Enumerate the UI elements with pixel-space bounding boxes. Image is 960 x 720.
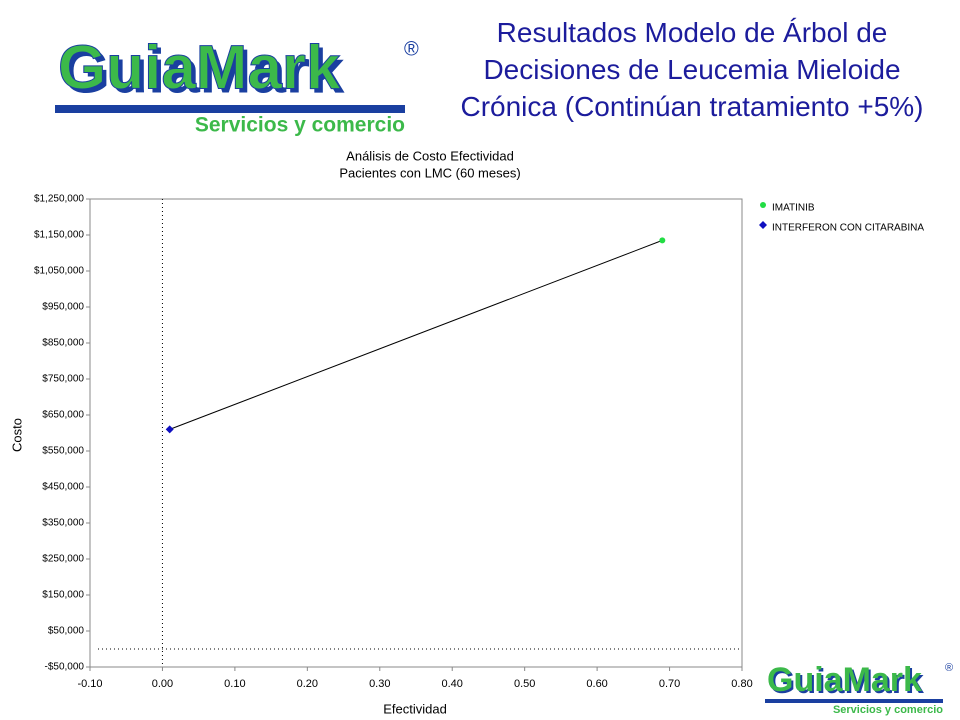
legend-marker: [759, 221, 767, 229]
point: [659, 237, 666, 244]
legend-label: INTERFERON CON CITARABINA: [772, 223, 924, 234]
y-tick-label: -$50,000: [45, 662, 85, 673]
y-tick-label: $1,150,000: [34, 230, 84, 241]
point: [165, 425, 174, 434]
frontier-line: [169, 239, 663, 430]
logo-registered: ®: [404, 38, 419, 60]
x-tick-label: 0.20: [297, 678, 318, 690]
x-tick-label: 0.40: [442, 678, 463, 690]
y-tick-label: $50,000: [48, 626, 85, 637]
y-tick-label: $550,000: [42, 446, 84, 457]
chart-title: Pacientes con LMC (60 meses): [339, 165, 520, 180]
x-tick-label: 0.00: [152, 678, 173, 690]
x-axis-label: Efectividad: [383, 701, 447, 716]
logo-name: GuiaMark: [58, 33, 341, 102]
logo-shadow: GuiaMark: [769, 663, 924, 701]
x-tick-label: 0.70: [659, 678, 680, 690]
slide-title: Resultados Modelo de Árbol de Decisiones…: [460, 17, 924, 122]
y-tick-label: $650,000: [42, 410, 84, 421]
logo-name: GuiaMark: [767, 661, 922, 699]
x-tick-label: 0.10: [224, 678, 245, 690]
y-tick-label: $350,000: [42, 518, 84, 529]
logo-registered: ®: [945, 662, 953, 674]
logo: GuiaMark GuiaMark ® Servicios y comercio: [55, 33, 419, 137]
logo-tagline: Servicios y comercio: [195, 114, 405, 137]
x-tick-label: 0.30: [369, 678, 390, 690]
y-axis-label: Costo: [9, 418, 24, 452]
logo-small: GuiaMark GuiaMark ® Servicios y comercio: [765, 661, 953, 716]
x-tick-label: 0.50: [514, 678, 535, 690]
y-tick-label: $850,000: [42, 338, 84, 349]
plot-frame: [89, 198, 743, 668]
logo-bar: [55, 105, 405, 113]
y-tick-label: $250,000: [42, 554, 84, 565]
y-tick-label: $750,000: [42, 374, 84, 385]
y-tick-label: $950,000: [42, 302, 84, 313]
x-tick-label: -0.10: [77, 678, 102, 690]
y-tick-label: $1,250,000: [34, 194, 84, 205]
legend-label: IMATINIB: [772, 203, 815, 214]
y-tick-label: $1,050,000: [34, 266, 84, 277]
y-tick-label: $150,000: [42, 590, 84, 601]
legend-marker: [760, 202, 766, 208]
logo-shadow: GuiaMark: [62, 37, 345, 106]
x-tick-label: 0.80: [731, 678, 752, 690]
x-tick-label: 0.60: [586, 678, 607, 690]
logo-tagline: Servicios y comercio: [833, 704, 943, 716]
logo-bar: [765, 699, 943, 703]
chart-title: Análisis de Costo Efectividad: [346, 148, 514, 163]
y-tick-label: $450,000: [42, 482, 84, 493]
